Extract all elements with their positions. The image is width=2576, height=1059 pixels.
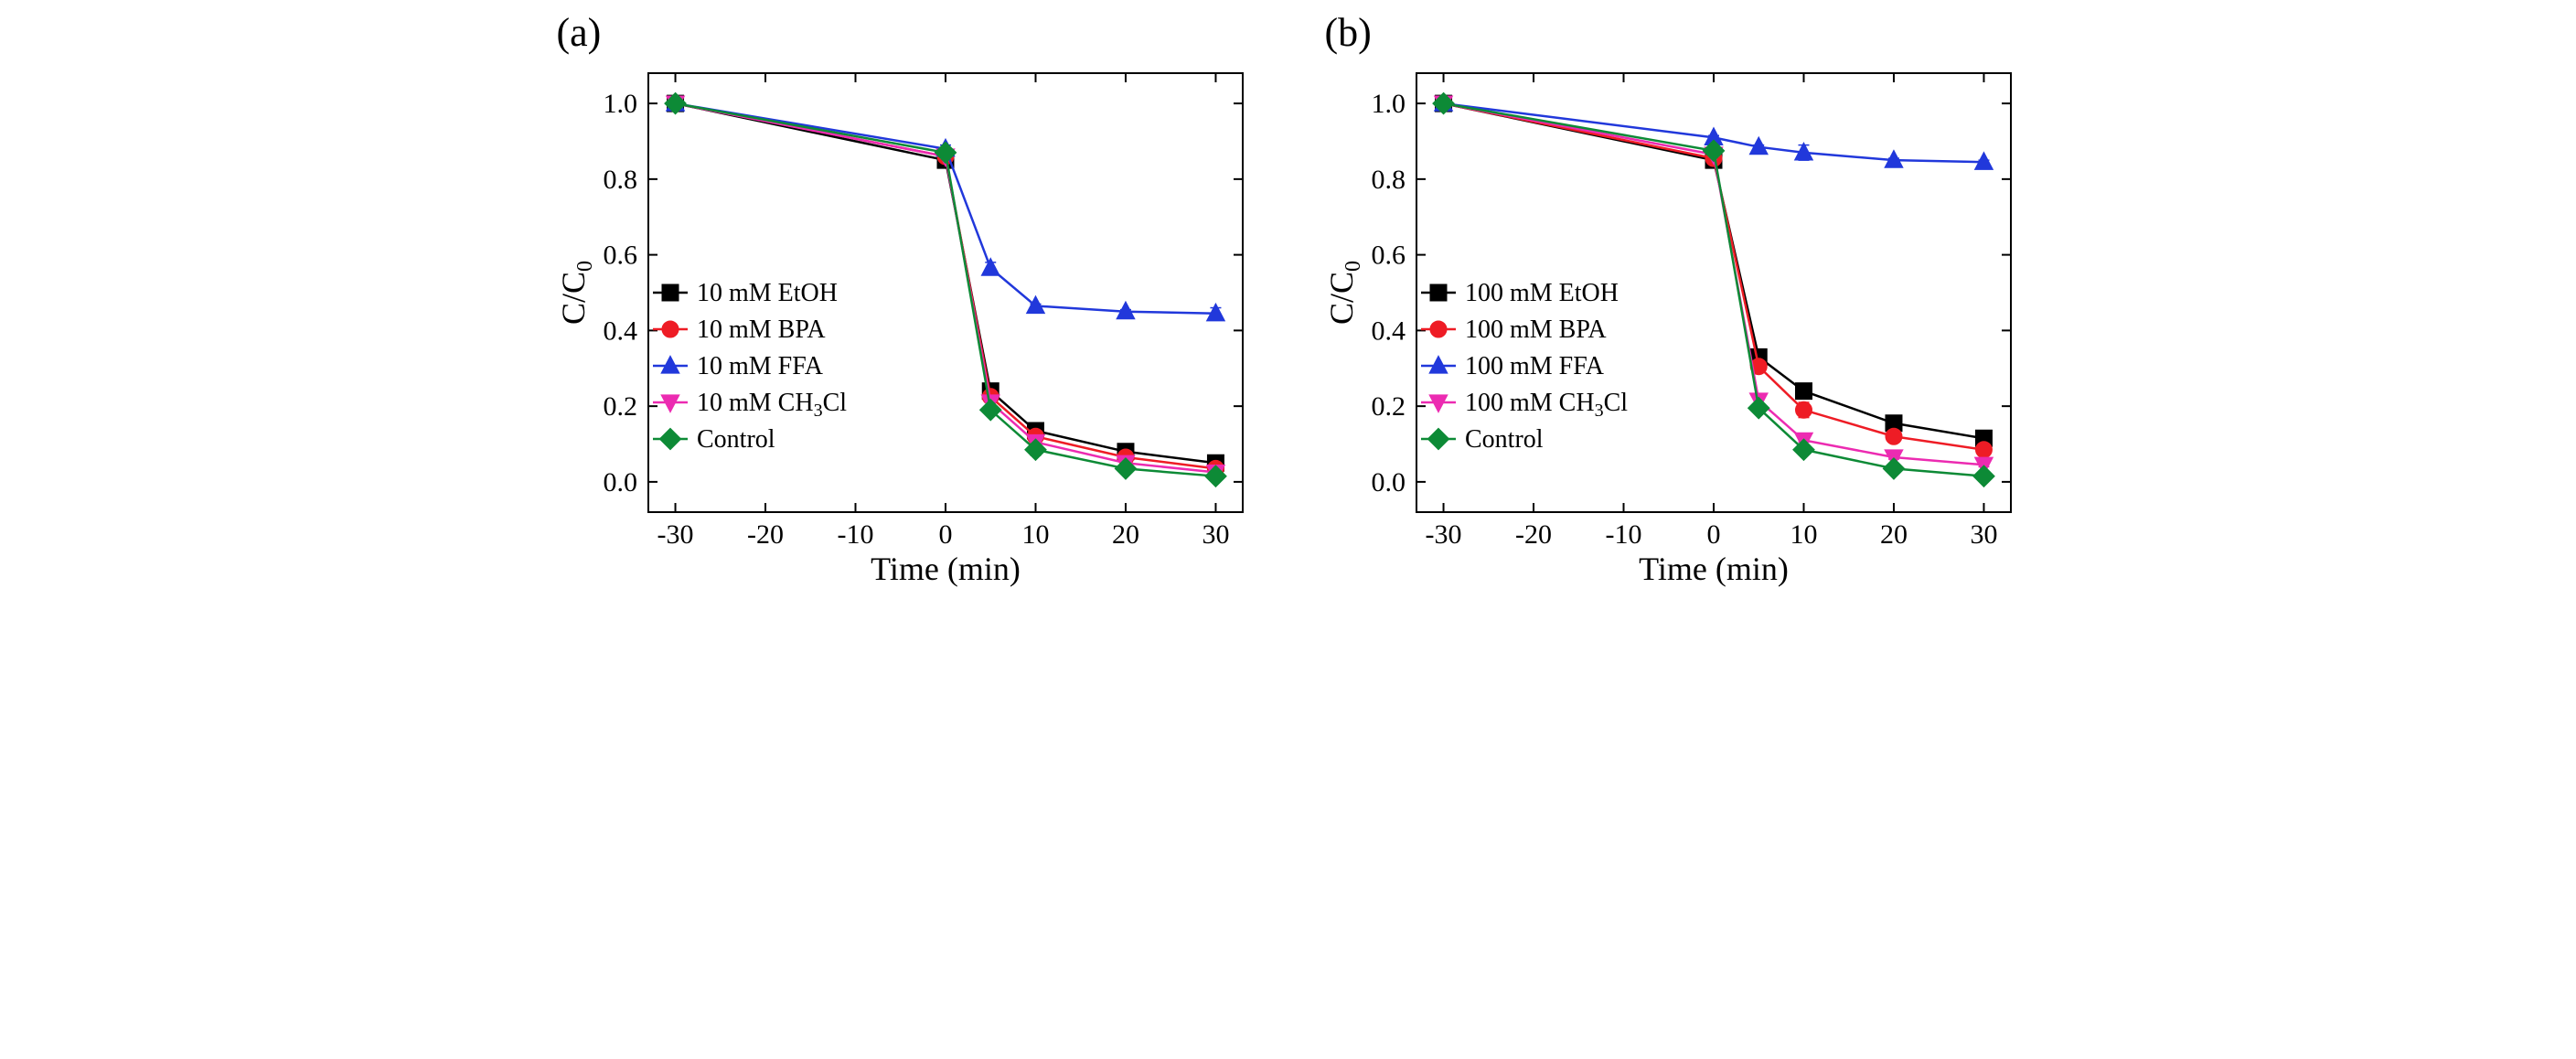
svg-text:Control: Control	[1465, 425, 1544, 454]
svg-text:-30: -30	[657, 519, 693, 550]
svg-text:-20: -20	[1515, 519, 1552, 550]
svg-text:100 mM EtOH: 100 mM EtOH	[1465, 279, 1619, 307]
chart-a: -30 -20 -10 0 10 20 30 0.0 0.2 0.4 0.6 0.8 1.0 Time (…	[548, 18, 1261, 594]
svg-text:0.2: 0.2	[603, 391, 637, 422]
svg-text:-30: -30	[1425, 519, 1461, 550]
svg-text:0: 0	[938, 519, 952, 550]
panel-label-a: (a)	[557, 9, 602, 56]
svg-text:0.6: 0.6	[1371, 241, 1406, 271]
svg-text:1.0: 1.0	[603, 89, 637, 119]
svg-text:0.4: 0.4	[603, 316, 637, 346]
svg-text:30: 30	[1970, 519, 1997, 550]
svg-text:100 mM FFA: 100 mM FFA	[1465, 352, 1605, 380]
svg-text:-10: -10	[1605, 519, 1641, 550]
svg-text:Time (min): Time (min)	[871, 551, 1021, 587]
panel-b: (b) -30-20-1001020300.00.20.40.60.81.0Ti…	[1316, 18, 2029, 594]
svg-text:10 mM EtOH: 10 mM EtOH	[697, 279, 838, 307]
svg-text:20: 20	[1111, 519, 1138, 550]
panel-label-b: (b)	[1325, 9, 1372, 56]
svg-text:20: 20	[1879, 519, 1907, 550]
svg-text:C/C0: C/C0	[1323, 261, 1365, 325]
svg-text:0.0: 0.0	[1371, 467, 1406, 497]
panel-a: (a) -30-20-1001020300.00.20.40.60.81.0Ti…	[548, 18, 1261, 594]
svg-text:100 mM BPA: 100 mM BPA	[1465, 316, 1607, 344]
svg-text:10 mM CH3Cl: 10 mM CH3Cl	[697, 389, 847, 421]
svg-text:100 mM CH3Cl: 100 mM CH3Cl	[1465, 389, 1628, 421]
svg-text:0.2: 0.2	[1371, 391, 1406, 422]
svg-text:0.8: 0.8	[603, 165, 637, 195]
svg-text:1.0: 1.0	[1371, 89, 1406, 119]
svg-text:30: 30	[1202, 519, 1229, 550]
svg-text:10 mM FFA: 10 mM FFA	[697, 352, 824, 380]
svg-text:Time (min): Time (min)	[1639, 551, 1789, 587]
svg-text:0.8: 0.8	[1371, 165, 1406, 195]
svg-text:Control: Control	[697, 425, 775, 454]
chart-b: -30 -20 -10 0 10 20 30 0.0 0.2 0.4 0.6 0.8 1.0 Time (…	[1316, 18, 2029, 594]
figure-container: (a) -30-20-1001020300.00.20.40.60.81.0Ti…	[18, 18, 2558, 594]
svg-text:C/C0: C/C0	[555, 261, 597, 325]
svg-text:-20: -20	[747, 519, 784, 550]
svg-text:0: 0	[1706, 519, 1720, 550]
svg-text:-10: -10	[837, 519, 873, 550]
svg-text:10: 10	[1021, 519, 1049, 550]
svg-text:10 mM BPA: 10 mM BPA	[697, 316, 826, 344]
svg-text:0.6: 0.6	[603, 241, 637, 271]
svg-text:0.4: 0.4	[1371, 316, 1406, 346]
svg-text:10: 10	[1790, 519, 1817, 550]
svg-text:0.0: 0.0	[603, 467, 637, 497]
